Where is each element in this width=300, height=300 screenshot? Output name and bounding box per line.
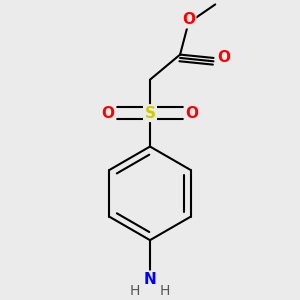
Text: O: O bbox=[182, 12, 195, 27]
Text: S: S bbox=[145, 106, 155, 121]
Text: H: H bbox=[130, 284, 140, 298]
Text: H: H bbox=[160, 284, 170, 298]
Text: O: O bbox=[217, 50, 230, 65]
Text: N: N bbox=[144, 272, 156, 287]
Text: O: O bbox=[185, 106, 198, 121]
Text: O: O bbox=[102, 106, 115, 121]
